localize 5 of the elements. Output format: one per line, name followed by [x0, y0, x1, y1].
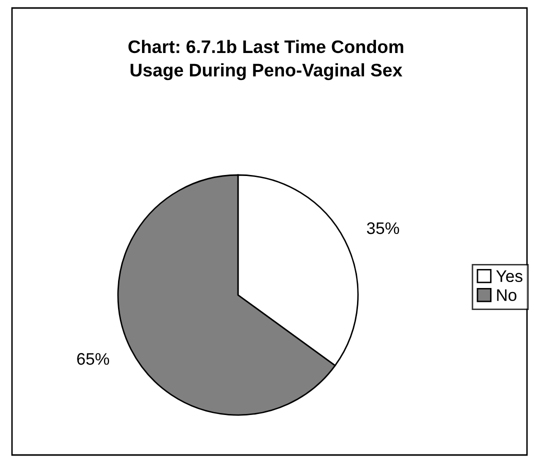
data-label: 65% [77, 353, 110, 365]
data-label: 35% [366, 222, 400, 234]
chart-title: Chart: 6.7.1b Last Time Condom Usage During Peno-Vaginal Sex [128, 40, 404, 80]
legend-label: Yes [496, 270, 522, 282]
legend-label: No [497, 289, 516, 301]
